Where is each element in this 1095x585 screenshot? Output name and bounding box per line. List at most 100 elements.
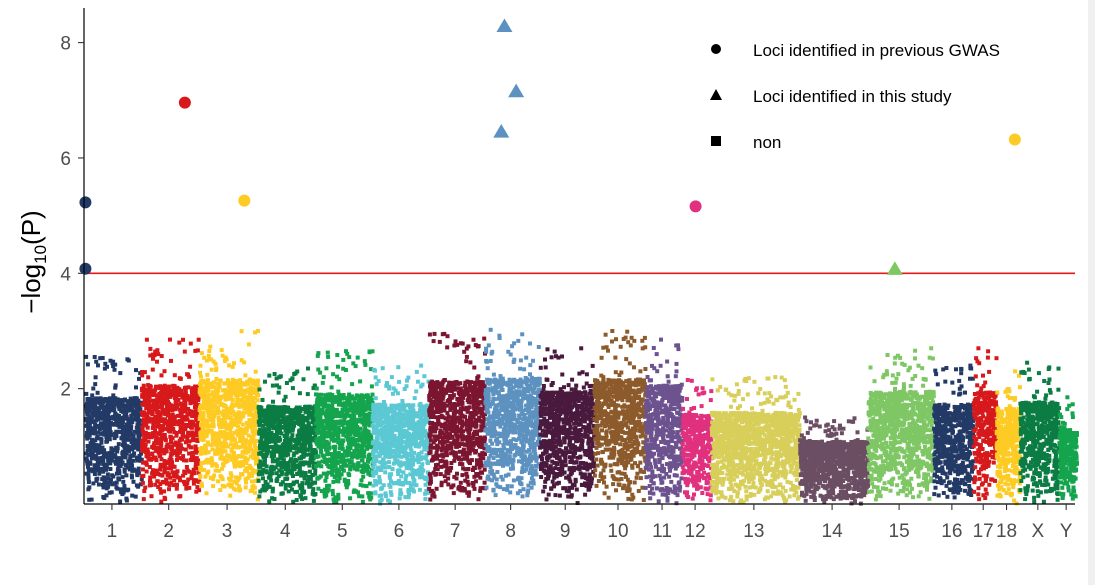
snp-point-chr-5 bbox=[342, 421, 347, 426]
snp-point-chr-1 bbox=[137, 454, 142, 458]
snp-point-chr-1 bbox=[101, 421, 106, 426]
snp-point-chr-6 bbox=[419, 434, 424, 439]
snp-point-chr-3 bbox=[211, 437, 216, 442]
snp-point-chr-5 bbox=[355, 467, 360, 472]
snp-point-chr-5 bbox=[358, 426, 363, 431]
snp-point-chr-5 bbox=[351, 411, 356, 415]
snp-point-chr-1 bbox=[98, 436, 103, 441]
snp-point-chr-2 bbox=[158, 467, 163, 472]
snp-point-chr-5 bbox=[319, 450, 324, 455]
snp-point-chr-5 bbox=[332, 475, 337, 480]
snp-point-chr-7 bbox=[434, 451, 439, 456]
snp-point-chr-3 bbox=[253, 431, 257, 436]
snp-point-chr-5 bbox=[332, 438, 336, 443]
snp-point-chr-3 bbox=[198, 473, 203, 478]
snp-point-chr-2 bbox=[181, 422, 186, 427]
snp-point-chr-5 bbox=[317, 392, 322, 397]
snp-point-chr-5 bbox=[354, 489, 359, 494]
snp-point-chr-2 bbox=[194, 389, 198, 394]
snp-point-chr-2 bbox=[176, 445, 181, 450]
snp-point-chr-6 bbox=[389, 479, 393, 484]
snp-point-chr-5 bbox=[347, 444, 352, 449]
snp-point-chr-3 bbox=[242, 406, 247, 411]
snp-point-chr-2 bbox=[150, 398, 155, 403]
snp-point-chr-3 bbox=[228, 493, 233, 498]
snp-point-chr-5 bbox=[323, 434, 328, 439]
snp-point-chr-5 bbox=[340, 453, 344, 457]
snp-point-chr-5 bbox=[323, 393, 328, 398]
snp-point-chr-3 bbox=[250, 429, 255, 434]
snp-point-chr-3 bbox=[201, 406, 206, 411]
snp-point-chr-5 bbox=[364, 428, 369, 433]
snp-point-chr-3 bbox=[202, 446, 207, 451]
snp-point-chr-1 bbox=[99, 440, 104, 445]
snp-point-chr-5 bbox=[362, 422, 367, 427]
snp-point-chr-2 bbox=[149, 494, 154, 499]
snp-point-chr-2 bbox=[140, 393, 145, 398]
snp-point-chr-4 bbox=[289, 457, 293, 462]
snp-point-chr-1 bbox=[111, 422, 116, 427]
snp-point-chr-4 bbox=[308, 406, 313, 411]
snp-point-chr-6 bbox=[408, 423, 413, 428]
snp-point-chr-6 bbox=[400, 480, 405, 485]
snp-point-chr-5 bbox=[356, 461, 361, 466]
snp-point-chr-4 bbox=[258, 428, 263, 433]
snp-point-chr-2 bbox=[165, 442, 170, 447]
snp-point-chr-4 bbox=[282, 398, 287, 403]
snp-point-chr-3 bbox=[216, 448, 221, 453]
snp-point-chr-2 bbox=[191, 438, 196, 443]
snp-point-chr-6 bbox=[390, 467, 395, 472]
snp-point-chr-2 bbox=[191, 481, 196, 486]
snp-point-chr-5 bbox=[369, 400, 373, 405]
snp-point-chr-5 bbox=[322, 427, 327, 432]
snp-point-chr-5 bbox=[351, 430, 356, 434]
snp-point-chr-6 bbox=[399, 437, 404, 442]
snp-point-chr-3 bbox=[228, 471, 233, 476]
snp-point-chr-2 bbox=[177, 494, 182, 499]
snp-point-chr-5 bbox=[357, 419, 362, 424]
snp-point-chr-5 bbox=[339, 393, 344, 398]
snp-point-chr-4 bbox=[285, 417, 290, 422]
snp-point-chr-4 bbox=[286, 429, 291, 434]
snp-point-chr-6 bbox=[386, 444, 391, 449]
snp-point-chr-6 bbox=[374, 479, 379, 484]
snp-point-chr-5 bbox=[314, 400, 319, 405]
snp-point-chr-1 bbox=[101, 475, 106, 480]
snp-point-chr-2 bbox=[184, 486, 189, 491]
snp-point-chr-5 bbox=[328, 432, 332, 436]
snp-point-chr-1 bbox=[88, 460, 93, 465]
snp-point-chr-1 bbox=[130, 493, 135, 498]
snp-point-chr-1 bbox=[127, 433, 132, 438]
snp-point-chr-7 bbox=[459, 426, 464, 431]
snp-point-chr-6 bbox=[395, 446, 400, 451]
snp-point-chr-3 bbox=[251, 401, 256, 405]
snp-point-chr-3 bbox=[198, 382, 203, 386]
snp-point-chr-5 bbox=[364, 484, 369, 489]
snp-point-chr-3 bbox=[225, 432, 230, 437]
snp-point-chr-5 bbox=[361, 474, 366, 479]
snp-point-chr-2 bbox=[171, 392, 176, 397]
snp-point-chr-4 bbox=[291, 474, 295, 478]
snp-point-chr-3 bbox=[200, 386, 205, 391]
snp-point-chr-4 bbox=[258, 422, 262, 427]
snp-point-chr-2 bbox=[149, 417, 154, 422]
snp-point-chr-2 bbox=[168, 337, 172, 342]
snp-point-chr-2 bbox=[182, 458, 186, 463]
snp-point-chr-2 bbox=[160, 409, 165, 413]
snp-point-chr-5 bbox=[346, 448, 351, 453]
snp-point-chr-5 bbox=[361, 470, 366, 475]
snp-point-chr-3 bbox=[198, 374, 203, 379]
snp-point-chr-3 bbox=[247, 418, 252, 423]
snp-point-chr-5 bbox=[331, 479, 336, 484]
snp-point-chr-5 bbox=[329, 417, 334, 422]
snp-point-chr-1 bbox=[122, 469, 127, 474]
snp-point-chr-3 bbox=[250, 469, 255, 474]
snp-point-chr-3 bbox=[237, 389, 242, 394]
snp-point-chr-3 bbox=[218, 424, 223, 429]
snp-point-chr-1 bbox=[131, 479, 136, 484]
snp-point-chr-3 bbox=[218, 420, 223, 425]
snp-point-chr-4 bbox=[307, 432, 312, 437]
snp-point-chr-4 bbox=[290, 413, 295, 418]
snp-point-chr-4 bbox=[263, 379, 267, 384]
snp-point-chr-6 bbox=[395, 454, 400, 458]
